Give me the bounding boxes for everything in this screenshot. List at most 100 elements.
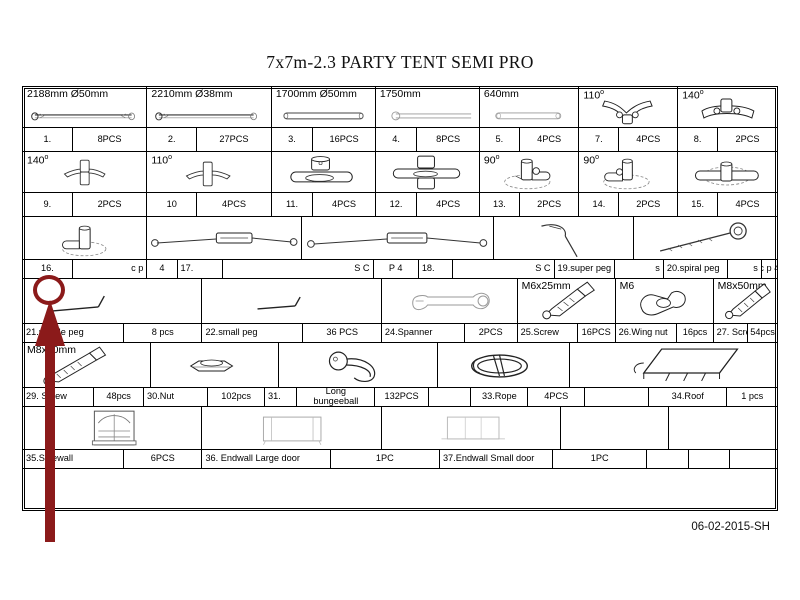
spacer-image-cell	[561, 407, 670, 449]
roof-icon	[633, 348, 739, 382]
part-qty: 2PCS	[520, 193, 580, 216]
hook-peg-icon	[541, 224, 578, 258]
part-image-cell	[678, 152, 777, 192]
foot-plate-straight-icon	[695, 161, 759, 186]
sidewall-icon	[91, 410, 137, 446]
part-qty: 8PCS	[73, 128, 148, 151]
part-qty: 2PCS	[465, 324, 518, 342]
peg-middle-icon	[52, 295, 105, 312]
part-image-cell: 2188mm Ø50mm	[23, 87, 148, 127]
part-spec: M8x50mm	[717, 280, 767, 292]
part-index: 19.super peg	[555, 260, 615, 278]
table-row: 16. c p 4 17. S C P 4 18. S C 19.super p…	[23, 217, 777, 279]
part-index: 4.	[376, 128, 418, 151]
part-spec: 110o	[583, 89, 605, 102]
part-qty: 1 pcs	[741, 391, 764, 402]
table-row: 35.Sidewall 6PCS 36. Endwall Large door …	[23, 407, 777, 469]
part-qty: 1PC	[331, 450, 440, 468]
part-index: 3.	[272, 128, 314, 151]
part-spec: 1700mm Ø50mm	[275, 88, 357, 100]
connector-arc-icon	[701, 98, 755, 119]
part-qty: s	[615, 260, 664, 278]
part-qty: 2PCS	[735, 133, 760, 144]
connector-tee-icon	[290, 156, 353, 183]
spanner-icon	[412, 292, 490, 311]
part-qty: s	[728, 260, 762, 278]
part-index: 16.	[23, 260, 73, 278]
bungee-ball-icon	[329, 351, 376, 383]
part-spec: 140o	[27, 154, 49, 167]
connector-tri-icon	[63, 159, 106, 186]
endwall-large-icon	[263, 416, 322, 446]
wing-nut-icon	[639, 291, 686, 316]
part-image-cell	[23, 407, 203, 449]
part-spec: 2210mm Ø38mm	[151, 88, 233, 100]
tube-short-icon	[495, 112, 562, 120]
part-index: 15.	[678, 193, 719, 216]
part-index: S C	[453, 260, 555, 278]
part-index: 26.Wing nut	[616, 324, 678, 342]
part-image-cell	[202, 407, 382, 449]
part-image-cell: 110o	[579, 87, 679, 127]
foot-plate-single-icon	[62, 225, 107, 257]
part-spec: M6	[619, 280, 635, 292]
part-label-line1: Long	[325, 388, 347, 397]
part-index: P 4	[374, 260, 419, 278]
part-qty: c p	[73, 260, 148, 278]
spacer-cell	[689, 450, 731, 468]
tube-mid-icon	[283, 112, 364, 120]
part-index: 29. Screw	[23, 388, 95, 406]
part-index: 18.	[419, 260, 453, 278]
endwall-small-icon	[441, 416, 505, 440]
part-qty: 54pcs	[750, 327, 775, 338]
spacer-cell	[429, 388, 472, 406]
part-image-cell: 110o	[147, 152, 272, 192]
parts-table: 2188mm Ø50mm 2210mm Ø38mm	[22, 86, 778, 511]
part-image-cell: M6	[616, 279, 714, 323]
part-index: S C	[223, 260, 374, 278]
part-index: 21.middle peg	[23, 324, 125, 342]
part-index: 9.	[23, 193, 73, 216]
part-spec: 90o	[483, 154, 500, 167]
part-image-cell	[382, 279, 518, 323]
spacer-image-cell	[669, 407, 777, 449]
nut-icon	[189, 359, 234, 372]
part-spec: 110o	[151, 154, 173, 167]
part-image-cell	[634, 217, 777, 259]
spacer-cell	[730, 450, 777, 468]
part-image-cell: 1700mm Ø50mm	[272, 87, 376, 127]
spacer-cell	[647, 450, 689, 468]
part-spec: 2188mm Ø50mm	[27, 88, 109, 100]
part-image-cell: M8x70mm	[23, 343, 152, 387]
part-spec: 90o	[583, 154, 600, 167]
connector-tri-icon	[186, 161, 232, 187]
part-qty: 4PCS	[313, 193, 376, 216]
part-image-cell	[376, 152, 480, 192]
part-qty: 27PCS	[197, 128, 272, 151]
part-index: 8.	[678, 128, 719, 151]
foot-plate-icon	[504, 158, 551, 190]
part-spec: 1750mm	[379, 88, 421, 100]
part-spec: M6x25mm	[521, 280, 571, 292]
part-qty: 4PCS	[520, 128, 580, 151]
part-image-cell: M8x50mm	[714, 279, 777, 323]
part-index: 30.Nut	[144, 388, 209, 406]
part-image-cell	[382, 407, 562, 449]
connector-v-icon	[602, 100, 654, 125]
part-spec: 140o	[682, 89, 704, 102]
part-index: 2.	[147, 128, 198, 151]
part-image-cell: 640mm	[480, 87, 580, 127]
part-image-cell: 90o	[579, 152, 679, 192]
part-index: 36. Endwall Large door	[202, 450, 331, 468]
part-qty: 8 pcs	[124, 324, 203, 342]
part-index: 20.spiral peg	[664, 260, 728, 278]
part-index: 12.	[376, 193, 418, 216]
table-row: M8x70mm	[23, 343, 777, 407]
part-index: 10	[147, 193, 198, 216]
part-qty: 4PCS	[619, 128, 679, 151]
part-qty: 36 PCS	[303, 324, 382, 342]
part-image-cell: 2210mm Ø38mm	[147, 87, 272, 127]
screw-long-icon	[43, 346, 107, 386]
part-image-cell	[438, 343, 570, 387]
